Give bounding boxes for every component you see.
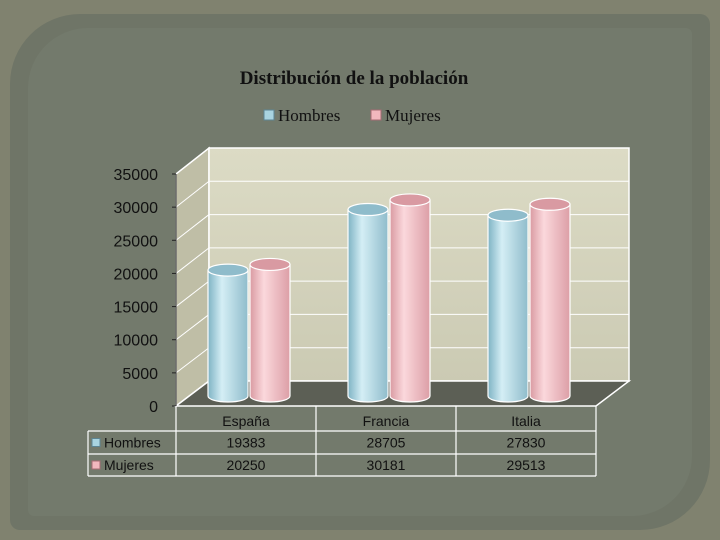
gridline-side xyxy=(175,214,210,241)
y-tick-label: 30000 xyxy=(114,200,159,217)
bar-body xyxy=(347,208,389,403)
legend-label-hombres: Hombres xyxy=(278,106,340,125)
y-tick-label: 25000 xyxy=(114,233,159,250)
gridline-side xyxy=(175,247,210,274)
bar-hombres-1 xyxy=(347,202,389,403)
bar-top xyxy=(249,257,291,272)
legend-swatch-hombres xyxy=(263,109,275,121)
chart-title: Distribución de la población xyxy=(240,68,469,89)
table-cell: 29513 xyxy=(507,457,546,473)
bar-body xyxy=(529,203,571,403)
bar-body xyxy=(249,263,291,403)
table-series-label: Hombres xyxy=(104,435,161,451)
data-table: España Francia Italia Hombres 19383 28705 2783… xyxy=(87,406,597,477)
bar-top xyxy=(389,193,431,207)
x-tick-label: Italia xyxy=(511,413,541,429)
bar-mujeres-1 xyxy=(389,193,431,403)
y-tick-label: 5000 xyxy=(122,366,158,383)
bar-mujeres-2 xyxy=(529,197,571,403)
table-series-label: Mujeres xyxy=(104,457,154,473)
y-tick-label: 0 xyxy=(149,399,158,416)
x-tick-label: España xyxy=(222,413,270,429)
side-wall xyxy=(175,146,210,408)
legend-swatch-mujeres xyxy=(370,109,382,121)
gridline-side xyxy=(175,147,210,175)
bar-hombres-2 xyxy=(487,208,529,403)
bar-body xyxy=(487,214,529,403)
bar-body xyxy=(389,199,431,403)
table-cell: 19383 xyxy=(227,435,266,451)
bars xyxy=(207,193,571,403)
y-tick-label: 35000 xyxy=(114,167,159,184)
x-tick-label: Francia xyxy=(363,413,410,429)
gridline-side xyxy=(175,180,210,208)
table-legend-key xyxy=(91,460,101,470)
gridline-side xyxy=(175,314,210,341)
bar-body xyxy=(207,269,249,403)
table-cell: 20250 xyxy=(227,457,266,473)
table-cell: 28705 xyxy=(367,435,406,451)
table-cell: 30181 xyxy=(367,457,406,473)
legend-label-mujeres: Mujeres xyxy=(385,106,441,125)
y-tick-label: 15000 xyxy=(114,300,159,317)
bar-top xyxy=(347,202,389,217)
legend: Hombres Mujeres xyxy=(263,106,441,125)
table-legend-key xyxy=(91,438,101,447)
y-tick-label: 20000 xyxy=(114,266,159,283)
y-tick-label: 10000 xyxy=(114,333,159,350)
y-axis: 0 5000 10000 15000 20000 25000 30000 35000 xyxy=(114,167,177,416)
table-cell: 27830 xyxy=(507,435,546,451)
bar-mujeres-0 xyxy=(249,257,291,403)
bar-top xyxy=(207,263,249,277)
bar-top xyxy=(487,208,529,222)
gridline-side xyxy=(175,280,210,307)
gridline-side xyxy=(175,347,210,374)
bar-top xyxy=(529,197,571,211)
bar-hombres-0 xyxy=(207,263,249,403)
